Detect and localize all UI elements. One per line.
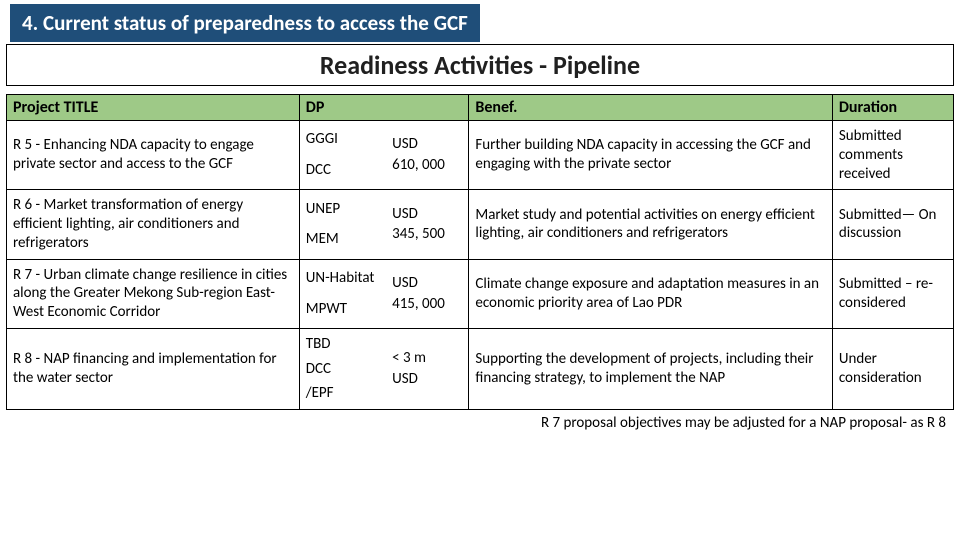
amount-value: 610, 000 [392, 154, 462, 175]
cell-benef: Climate change exposure and adaptation m… [469, 259, 832, 328]
dp-primary: UNEP [306, 200, 380, 219]
pipeline-table: Project TITLE DP Benef. Duration R 5 - E… [6, 94, 954, 410]
table-row: R 7 - Urban climate change resilience in… [7, 259, 954, 328]
subtitle-container: Readiness Activities - Pipeline [6, 44, 954, 86]
cell-title: R 6 - Market transformation of energy ef… [7, 190, 300, 259]
cell-title: R 8 - NAP financing and implementation f… [7, 328, 300, 409]
cell-dp: GGGI DCC [299, 121, 386, 190]
cell-duration: Submitted— On discussion [832, 190, 953, 259]
cell-benef: Further building NDA capacity in accessi… [469, 121, 832, 190]
amount-currency: USD [392, 135, 462, 154]
amount-value: 345, 500 [392, 223, 462, 244]
cell-amount: USD 415, 000 [386, 259, 469, 328]
cell-title: R 5 - Enhancing NDA capacity to engage p… [7, 121, 300, 190]
dp-tertiary: /EPF [306, 384, 380, 403]
col-dp: DP [299, 95, 386, 121]
amount-currency: USD [392, 205, 462, 224]
cell-title: R 7 - Urban climate change resilience in… [7, 259, 300, 328]
col-benef: Benef. [469, 95, 832, 121]
cell-duration: Submitted comments received [832, 121, 953, 190]
dp-primary: UN-Habitat [306, 269, 380, 288]
table-row: R 5 - Enhancing NDA capacity to engage p… [7, 121, 954, 190]
table-row: R 8 - NAP financing and implementation f… [7, 328, 954, 409]
dp-secondary: DCC [306, 161, 380, 180]
amount-value: 415, 000 [392, 293, 462, 314]
dp-secondary: DCC [306, 360, 380, 379]
cell-amount: USD 610, 000 [386, 121, 469, 190]
col-duration: Duration [832, 95, 953, 121]
amount-value: USD [392, 368, 462, 389]
cell-amount: USD 345, 500 [386, 190, 469, 259]
dp-primary: TBD [306, 335, 380, 354]
table-row: R 6 - Market transformation of energy ef… [7, 190, 954, 259]
subtitle: Readiness Activities - Pipeline [7, 49, 953, 81]
amount-currency: < 3 m [392, 349, 462, 368]
footnote: R 7 proposal objectives may be adjusted … [0, 410, 960, 432]
col-amount [386, 95, 469, 121]
section-banner: 4. Current status of preparedness to acc… [10, 4, 480, 42]
dp-primary: GGGI [306, 130, 380, 149]
cell-duration: Under consideration [832, 328, 953, 409]
col-title: Project TITLE [7, 95, 300, 121]
cell-dp: UN-Habitat MPWT [299, 259, 386, 328]
table-header-row: Project TITLE DP Benef. Duration [7, 95, 954, 121]
cell-benef: Market study and potential activities on… [469, 190, 832, 259]
amount-currency: USD [392, 274, 462, 293]
cell-benef: Supporting the development of projects, … [469, 328, 832, 409]
dp-secondary: MEM [306, 230, 380, 249]
cell-amount: < 3 m USD [386, 328, 469, 409]
cell-dp: UNEP MEM [299, 190, 386, 259]
cell-duration: Submitted – re-considered [832, 259, 953, 328]
cell-dp: TBD DCC /EPF [299, 328, 386, 409]
dp-secondary: MPWT [306, 300, 380, 319]
